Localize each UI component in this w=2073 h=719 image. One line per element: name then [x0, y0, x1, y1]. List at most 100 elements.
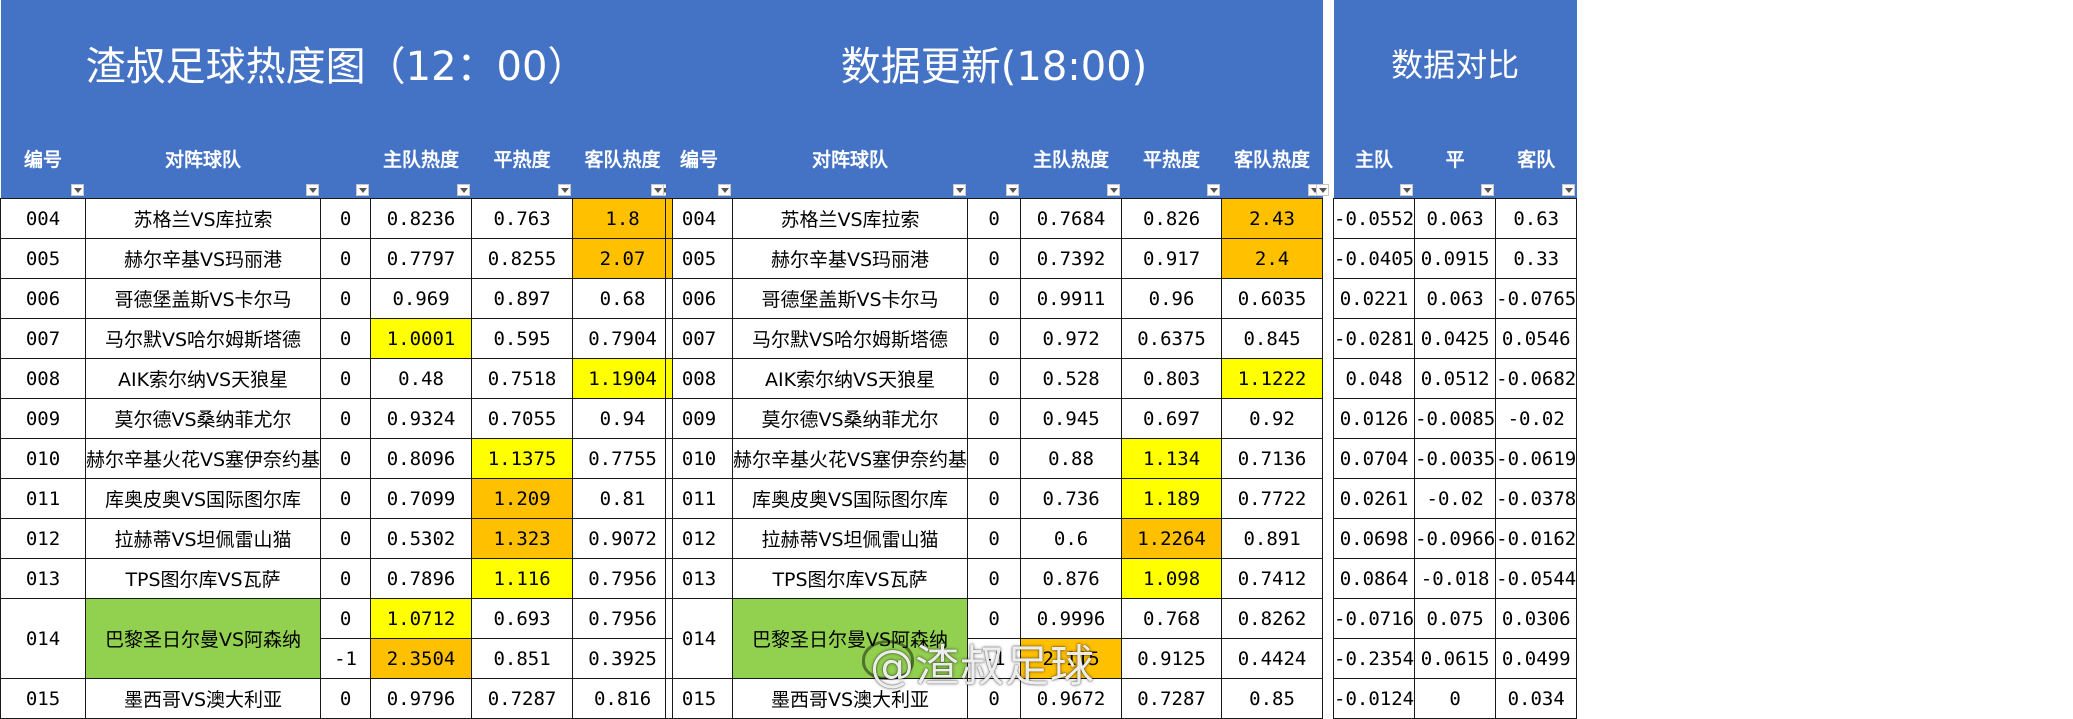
handicap: 0	[320, 238, 372, 279]
column-header[interactable]: 对阵球队	[85, 126, 321, 199]
draw-heat: 1.209	[471, 478, 574, 519]
draw-heat: 0.7287	[1121, 678, 1223, 719]
match-id: 013	[665, 558, 733, 599]
filter-button[interactable]	[557, 184, 571, 196]
table-row: 004 苏格兰VS库拉索 0 0.7684 0.826 2.43	[665, 198, 1324, 239]
handicap: 0	[320, 478, 372, 519]
filter-button[interactable]	[1206, 184, 1220, 196]
draw-diff: 0.075	[1414, 598, 1497, 639]
filter-button[interactable]	[717, 184, 731, 196]
column-header-label: 主队热度	[1033, 148, 1110, 171]
table-row: 0.0221 0.063 -0.0765	[1332, 278, 1578, 319]
title-1200: 渣叔足球热度图（12：00）	[0, 0, 673, 126]
column-header[interactable]: 编号	[665, 126, 733, 199]
handicap: 0	[967, 278, 1022, 319]
column-header[interactable]: 客队	[1495, 126, 1577, 199]
table-row: 014 巴黎圣日尔曼VS阿森纳 0 1.0712 0.693 0.7956	[0, 598, 674, 679]
handicap: 0	[320, 278, 372, 319]
match-id: 009	[665, 398, 733, 439]
draw-heat: 1.1375	[471, 438, 574, 479]
match-teams: 巴黎圣日尔曼VS阿森纳	[84, 598, 322, 679]
match-id: 004	[0, 198, 86, 239]
column-header[interactable]: 主队热度	[370, 126, 472, 199]
filter-button[interactable]	[1480, 184, 1494, 196]
match-teams: 库奥皮奥VS国际图尔库	[84, 478, 322, 519]
table-row: 0.0261 -0.02 -0.0378	[1332, 478, 1578, 519]
filter-button[interactable]	[1561, 184, 1575, 196]
home-heat: 0.528	[1020, 358, 1123, 399]
column-header-label: 客队	[1517, 148, 1556, 171]
filter-button[interactable]	[952, 184, 966, 196]
filter-button[interactable]	[1106, 184, 1120, 196]
column-header[interactable]: 客队热度	[1221, 126, 1323, 199]
match-id: 005	[0, 238, 86, 279]
match-teams: 拉赫蒂VS坦佩雷山猫	[84, 518, 322, 559]
draw-heat: 0.9125	[1121, 638, 1223, 679]
draw-heat: 0.7055	[471, 398, 574, 439]
home-heat: 0.969	[370, 278, 473, 319]
match-teams: 库奥皮奥VS国际图尔库	[731, 478, 969, 519]
home-heat: 0.9672	[1020, 678, 1123, 719]
table-row: 008 AIK索尔纳VS天狼星 0 0.48 0.7518 1.1904	[0, 358, 674, 399]
table-row: 005 赫尔辛基VS玛丽港 0 0.7392 0.917 2.4	[665, 238, 1324, 279]
table-row: -0.0405 0.0915 0.33	[1332, 238, 1578, 279]
column-header[interactable]: 对阵球队	[732, 126, 968, 199]
column-header[interactable]: 编号	[0, 126, 86, 199]
away-heat: 0.4424	[1221, 638, 1324, 679]
away-heat: 1.1904	[572, 358, 674, 399]
handicap: 0	[320, 438, 372, 479]
handicap: 0	[967, 518, 1022, 559]
draw-heat: 1.134	[1121, 438, 1223, 479]
home-diff: -0.0124	[1332, 678, 1416, 719]
table-1200: 渣叔足球热度图（12：00） 编号 对阵球队 主队热度 平热度 客队热度 004 苏格兰V…	[0, 0, 674, 719]
handicap: 0	[967, 438, 1022, 479]
away-diff: 0.33	[1495, 238, 1578, 279]
draw-diff: 0.0425	[1414, 318, 1497, 359]
draw-heat: 0.803	[1121, 358, 1223, 399]
draw-heat: 0.96	[1121, 278, 1223, 319]
draw-diff: 0	[1414, 678, 1497, 719]
filter-button[interactable]	[1005, 184, 1019, 196]
table-row: 009 莫尔德VS桑纳菲尤尔 0 0.9324 0.7055 0.94	[0, 398, 674, 439]
column-header[interactable]: 平热度	[1121, 126, 1222, 199]
column-header[interactable]: 平热度	[471, 126, 573, 199]
column-header[interactable]: 主队	[1333, 126, 1415, 199]
home-diff: -0.0552	[1332, 198, 1416, 239]
filter-button[interactable]	[651, 184, 664, 196]
filter-button[interactable]	[1316, 184, 1329, 196]
home-heat: 0.7797	[370, 238, 473, 279]
filter-button[interactable]	[456, 184, 470, 196]
handicap: 0	[320, 198, 372, 239]
table-row: 014 巴黎圣日尔曼VS阿森纳 0 0.9996 0.768 0.8262	[665, 598, 1324, 679]
table-row: -0.0124 0 0.034	[1332, 678, 1578, 719]
column-header[interactable]	[967, 126, 1021, 199]
draw-diff: 0.0512	[1414, 358, 1497, 399]
handicap: 0	[967, 238, 1022, 279]
filter-button[interactable]	[355, 184, 369, 196]
column-header[interactable]: 主队热度	[1020, 126, 1122, 199]
filter-button[interactable]	[305, 184, 319, 196]
away-heat: 0.3925	[572, 638, 674, 679]
match-id: 010	[665, 438, 733, 479]
away-heat: 0.7904	[572, 318, 674, 359]
home-heat: 0.7392	[1020, 238, 1123, 279]
draw-heat: 1.2264	[1121, 518, 1223, 559]
draw-heat: 0.6375	[1121, 318, 1223, 359]
column-header[interactable]: 平	[1414, 126, 1496, 199]
home-diff: -0.0405	[1332, 238, 1416, 279]
away-heat: 2.4	[1221, 238, 1324, 279]
match-id: 012	[665, 518, 733, 559]
match-teams: 苏格兰VS库拉索	[84, 198, 322, 239]
table-row: 013 TPS图尔库VS瓦萨 0 0.7896 1.116 0.7956	[0, 558, 674, 599]
away-heat: 0.816	[572, 678, 674, 719]
column-header[interactable]	[320, 126, 371, 199]
table-row: 012 拉赫蒂VS坦佩雷山猫 0 0.6 1.2264 0.891	[665, 518, 1324, 559]
handicap: 0	[967, 358, 1022, 399]
handicap: 0	[320, 358, 372, 399]
away-heat: 0.6035	[1221, 278, 1324, 319]
draw-diff: 0.0915	[1414, 238, 1497, 279]
filter-button[interactable]	[70, 184, 84, 196]
match-teams: AIK索尔纳VS天狼星	[731, 358, 969, 399]
draw-heat: 0.763	[471, 198, 574, 239]
filter-button[interactable]	[1399, 184, 1413, 196]
